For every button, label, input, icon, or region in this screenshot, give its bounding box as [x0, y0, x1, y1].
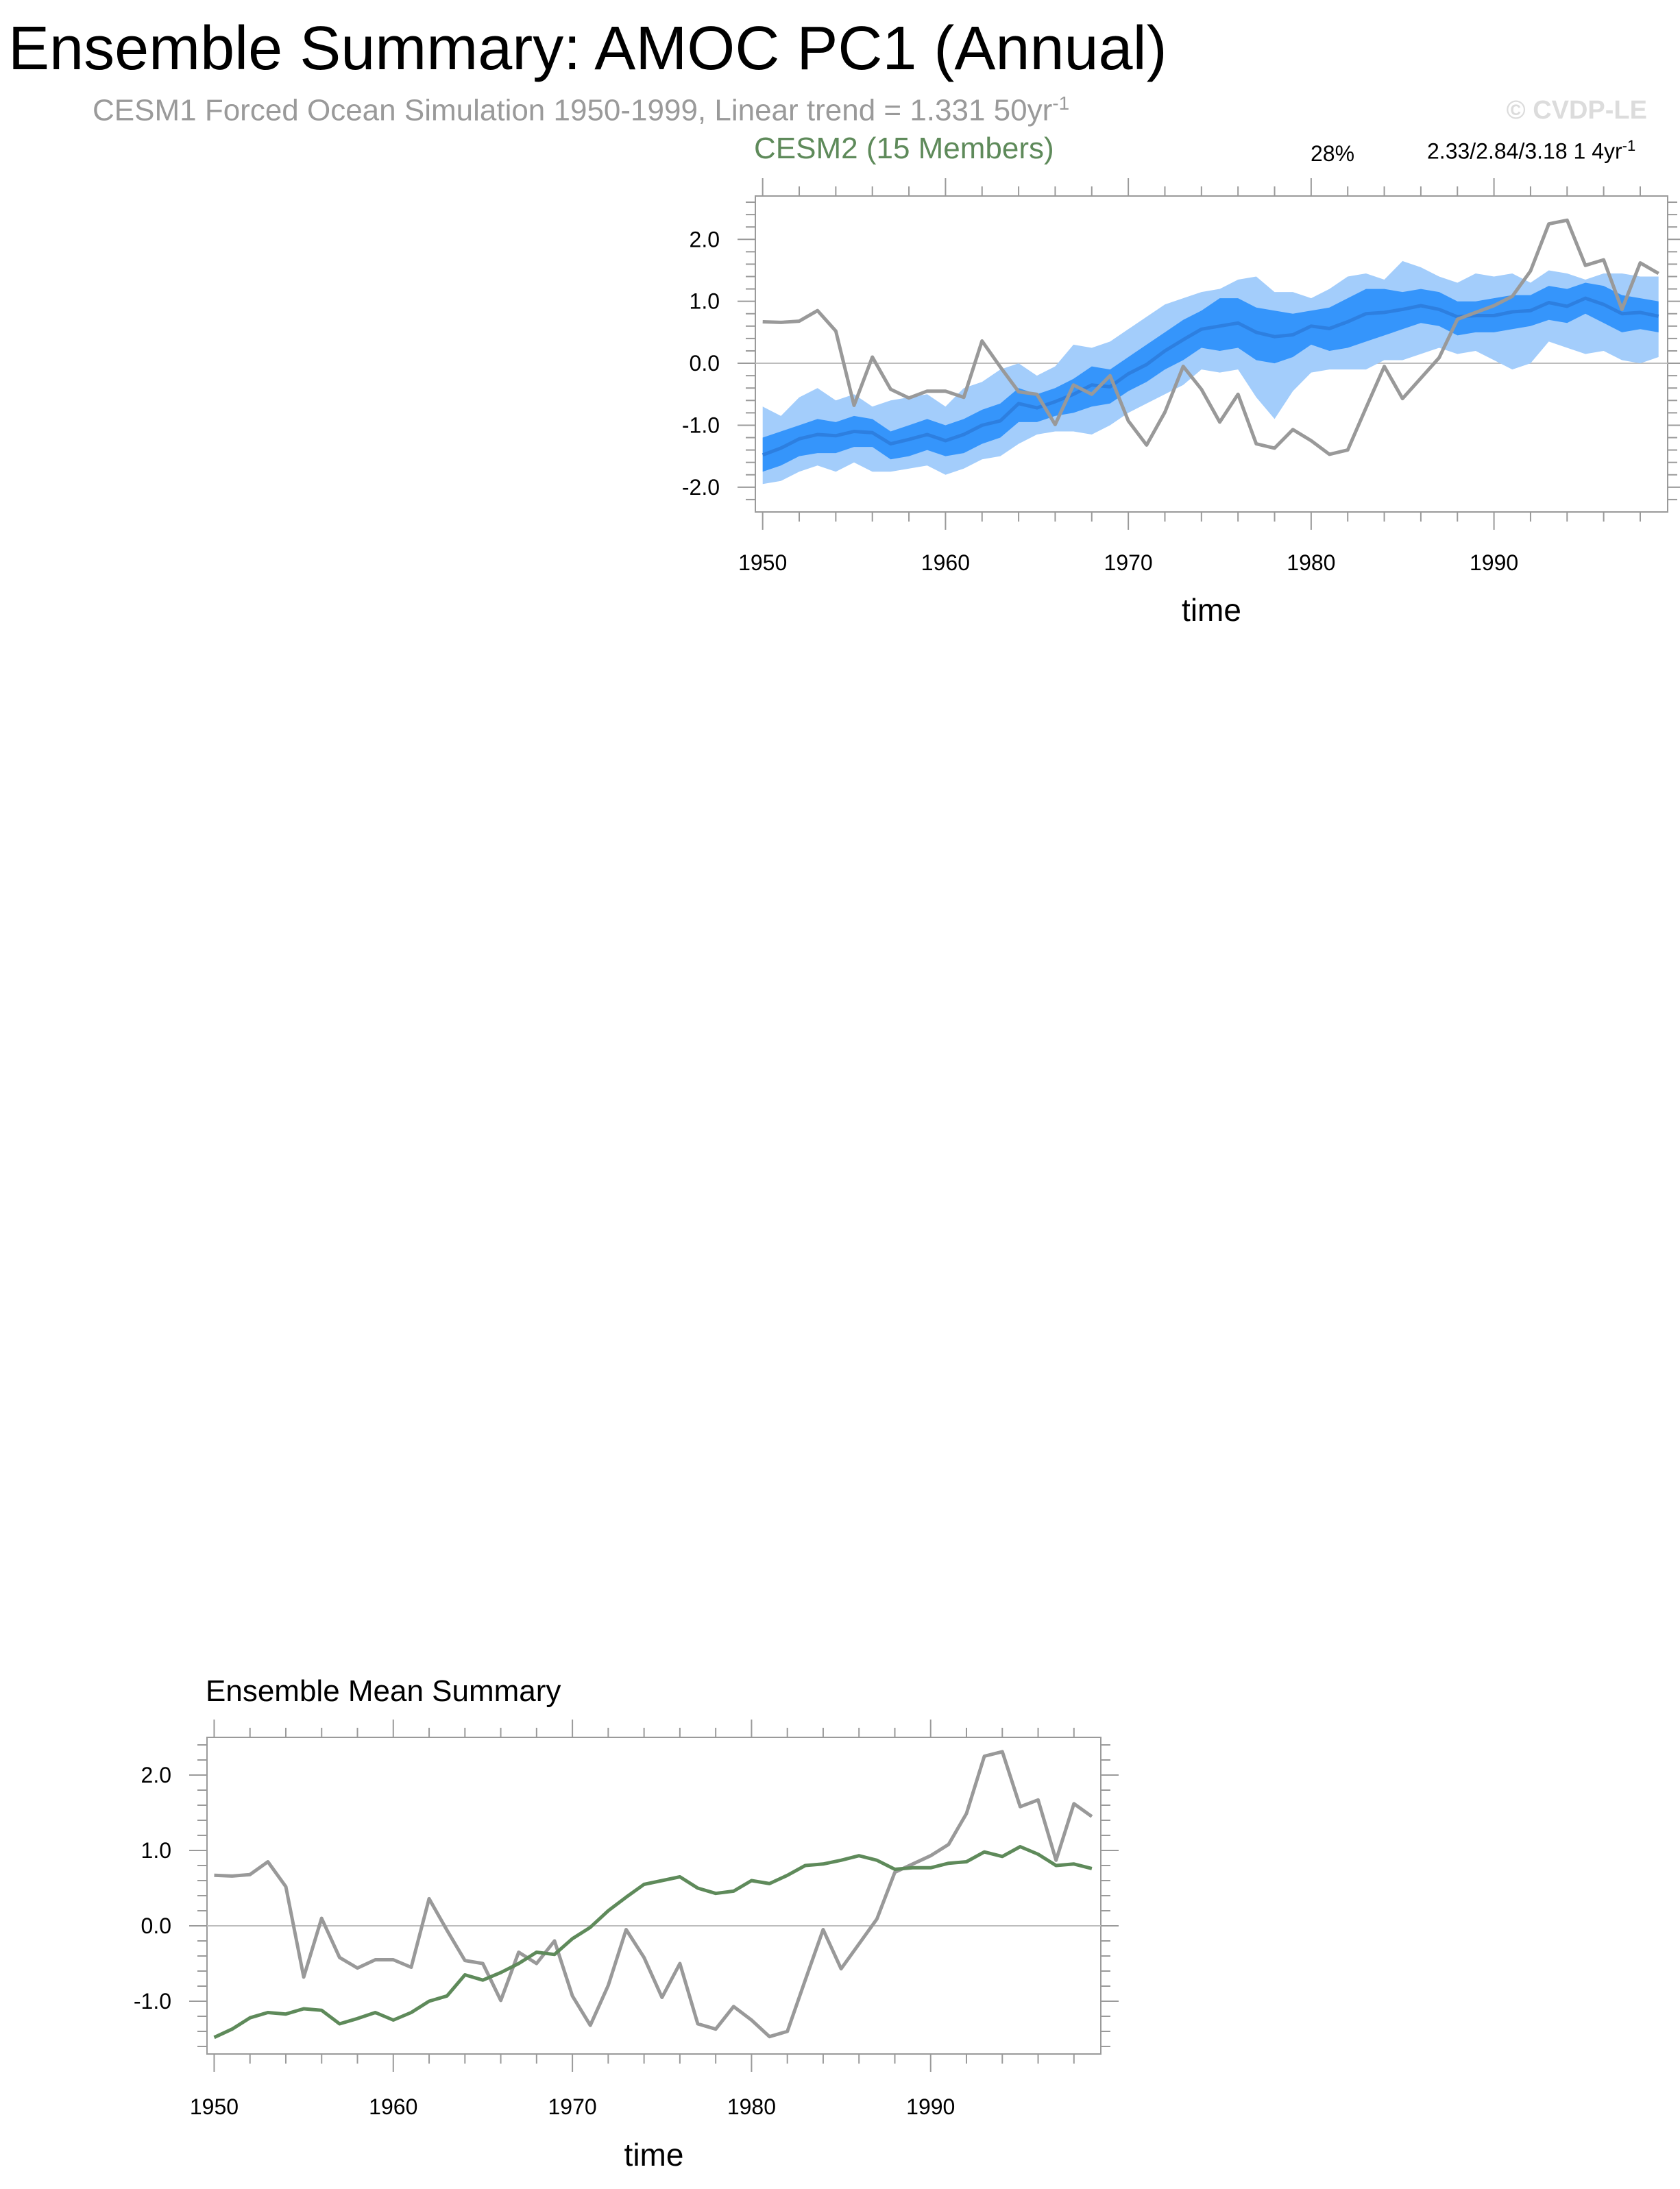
chart2-x-tick-label: 1990 [906, 2094, 955, 2119]
chart2-axes: 1950 1960 1970 1980 1990 2.0 1.0 0.0 -1.0 time [134, 1720, 1119, 2173]
chart1-y-tick-label: 1.0 [690, 289, 720, 314]
chart1-frame [755, 195, 1668, 513]
chart1-x-tick-label: 1950 [738, 550, 787, 575]
chart1-title: CESM2 (15 Members) [754, 132, 1054, 165]
subtitle-text: CESM1 Forced Ocean Simulation 1950-1999,… [93, 93, 1053, 127]
chart1-observed-line [762, 218, 1659, 456]
chart2-y-tick-label: 1.0 [141, 1838, 171, 1863]
chart1-trend-label: 2.33/2.84/3.18 1 4yr-1 [1427, 138, 1635, 162]
subtitle: CESM1 Forced Ocean Simulation 1950-1999,… [93, 94, 1069, 126]
chart1-x-tick-label: 1990 [1470, 550, 1518, 575]
chart1-axes: 1950 1960 1970 1980 1990 2.0 1.0 0.0 -1.0 -2.0 tim… [682, 178, 1680, 628]
chart2-y-tick-label: -1.0 [134, 1989, 171, 2014]
copyright-label: © CVDP-LE [1506, 96, 1647, 125]
chart2-x-tick-label: 1950 [190, 2094, 239, 2119]
chart1-x-tick-label: 1960 [921, 550, 970, 575]
chart1-y-tick-label: 2.0 [690, 227, 720, 252]
chart2-x-tick-label: 1980 [727, 2094, 776, 2119]
chart2-y-tick-label: 0.0 [141, 1913, 171, 1938]
chart2-title: Ensemble Mean Summary [206, 1674, 561, 1708]
chart1-x-tick-label: 1980 [1287, 550, 1335, 575]
chart2-x-tick-label: 1960 [369, 2094, 417, 2119]
chart1-y-tick-label: -2.0 [682, 475, 720, 500]
subtitle-superscript: -1 [1052, 93, 1070, 114]
chart2-x-axis-title: time [624, 2137, 684, 2173]
chart1-percent-label: 28% [1311, 141, 1355, 166]
page-title: Ensemble Summary: AMOC PC1 (Annual) [8, 14, 1167, 83]
chart1-trend-superscript: -1 [1622, 137, 1636, 154]
chart1-x-tick-label: 1970 [1104, 550, 1153, 575]
chart1-ensemble-mean-line [762, 296, 1659, 457]
chart1-y-tick-label: 0.0 [690, 351, 720, 376]
chart1-trend-text: 2.33/2.84/3.18 1 4yr [1427, 138, 1622, 164]
chart1-y-tick-label: -1.0 [682, 413, 720, 437]
chart2-y-tick-label: 2.0 [141, 1763, 171, 1787]
chart2-frame [206, 1737, 1101, 2055]
chart2-x-tick-label: 1970 [548, 2094, 597, 2119]
chart1-x-axis-title: time [1182, 592, 1241, 628]
chart2-observed-line [214, 1750, 1093, 2039]
chart2-ensemble-mean-line [213, 1845, 1093, 2040]
